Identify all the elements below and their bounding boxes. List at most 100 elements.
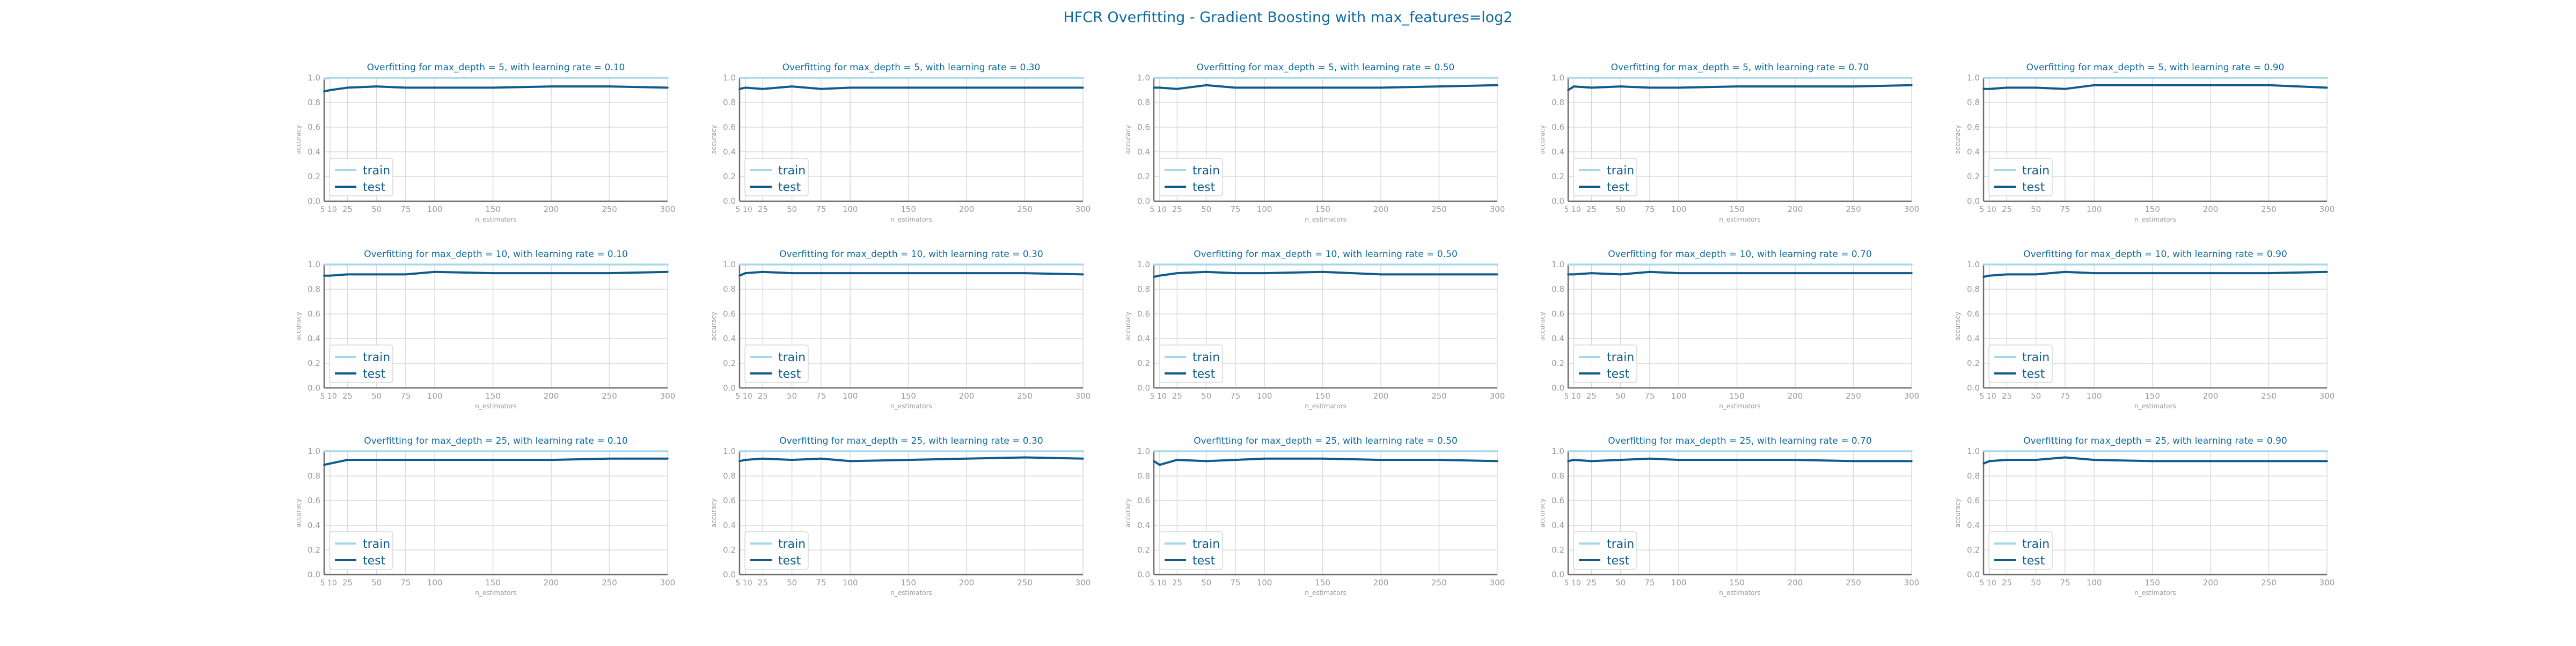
data-point-test — [1496, 460, 1498, 463]
data-point-train — [1988, 263, 1990, 266]
data-point-train — [2209, 450, 2212, 452]
data-point-test — [2209, 460, 2212, 463]
data-point-test — [375, 273, 378, 276]
data-point-train — [1590, 450, 1593, 452]
legend-label-train: train — [1607, 538, 1634, 551]
data-point-test — [2209, 84, 2212, 86]
data-point-test — [965, 458, 968, 460]
x-tick-label: 75 — [2060, 204, 2070, 214]
x-tick-label: 25 — [2002, 204, 2012, 214]
data-point-test — [434, 459, 436, 461]
data-point-test — [965, 272, 968, 274]
y-tick-label: 0.6 — [1137, 122, 1150, 132]
subplot: Overfitting for max_depth = 10, with lea… — [295, 249, 675, 410]
data-point-test — [849, 272, 851, 274]
y-tick-label: 0.0 — [723, 570, 736, 579]
y-tick-label: 0.0 — [1137, 383, 1150, 393]
data-point-train — [667, 77, 669, 79]
data-point-train — [1263, 263, 1265, 266]
data-point-test — [791, 85, 793, 87]
data-point-train — [1380, 77, 1382, 79]
x-tick-label: 50 — [371, 204, 382, 214]
y-tick-label: 0.0 — [1552, 196, 1564, 206]
subplot-title: Overfitting for max_depth = 5, with lear… — [782, 62, 1041, 73]
legend-label-test: test — [778, 368, 801, 381]
x-tick-label: 100 — [1257, 391, 1272, 401]
data-point-train — [1988, 450, 1990, 452]
x-tick-label: 75 — [1644, 391, 1655, 401]
x-tick-label: 200 — [1788, 204, 1803, 214]
data-point-train — [1176, 77, 1179, 79]
x-tick-label: 200 — [544, 391, 559, 401]
y-axis-label: accuracy — [295, 125, 302, 154]
data-point-test — [1573, 85, 1575, 87]
legend: train test — [744, 344, 809, 383]
data-point-train — [1573, 77, 1575, 79]
x-tick-label: 5 — [320, 392, 325, 401]
data-point-test — [1438, 85, 1440, 87]
x-tick-label: 100 — [843, 204, 858, 214]
data-point-test — [346, 459, 349, 461]
y-tick-label: 0.0 — [1552, 570, 1564, 579]
y-axis-label: accuracy — [295, 312, 302, 341]
x-tick-label: 50 — [371, 391, 382, 401]
y-tick-label: 0.2 — [308, 545, 320, 555]
x-axis-label: n_estimators — [1305, 589, 1346, 597]
data-point-test — [1159, 274, 1161, 277]
y-tick-label: 0.0 — [723, 383, 736, 393]
subplot: Overfitting for max_depth = 10, with lea… — [1124, 249, 1505, 410]
data-point-test — [2006, 86, 2008, 89]
y-tick-label: 0.8 — [308, 471, 320, 481]
x-tick-label: 75 — [816, 391, 826, 401]
data-point-train — [1321, 77, 1324, 79]
x-tick-label: 100 — [1257, 578, 1272, 588]
data-point-test — [1982, 463, 1985, 465]
x-tick-label: 75 — [400, 391, 411, 401]
x-tick-label: 75 — [1644, 204, 1655, 214]
data-point-train — [434, 77, 436, 79]
data-point-train — [907, 263, 910, 266]
data-point-test — [375, 85, 378, 87]
x-tick-label: 150 — [901, 578, 916, 588]
data-point-test — [791, 272, 793, 274]
data-point-test — [1590, 272, 1593, 274]
data-point-train — [1205, 263, 1208, 266]
x-tick-label: 5 — [1980, 579, 1985, 588]
x-tick-label: 50 — [1615, 391, 1626, 401]
legend-label-test: test — [1607, 181, 1630, 194]
data-point-test — [1619, 273, 1622, 276]
data-point-train — [1159, 450, 1161, 452]
data-point-test — [405, 459, 407, 461]
data-point-test — [2267, 84, 2270, 86]
x-tick-label: 250 — [2261, 578, 2277, 588]
data-point-train — [965, 77, 968, 79]
x-tick-label: 25 — [2002, 391, 2012, 401]
x-tick-label: 50 — [2031, 204, 2041, 214]
data-point-test — [820, 87, 822, 90]
data-point-train — [762, 263, 764, 266]
subplot-title: Overfitting for max_depth = 25, with lea… — [364, 436, 628, 446]
data-point-test — [346, 273, 349, 276]
y-tick-label: 1.0 — [723, 73, 736, 83]
x-tick-label: 5 — [1564, 579, 1569, 588]
y-axis-label: accuracy — [1539, 125, 1546, 154]
y-tick-label: 0.8 — [1552, 471, 1564, 481]
data-point-train — [738, 77, 741, 79]
x-tick-label: 150 — [485, 578, 501, 588]
x-tick-label: 10 — [327, 392, 337, 401]
data-point-train — [1380, 263, 1382, 266]
data-point-train — [1496, 263, 1498, 266]
legend-label-test: test — [363, 181, 386, 194]
subplot: Overfitting for max_depth = 25, with lea… — [1539, 436, 1919, 597]
data-point-train — [1263, 77, 1265, 79]
x-tick-label: 75 — [816, 578, 826, 588]
legend-label-test: test — [2022, 181, 2045, 194]
y-tick-label: 0.6 — [1967, 309, 1980, 319]
data-point-test — [2326, 460, 2328, 463]
x-tick-label: 250 — [1017, 391, 1033, 401]
data-point-test — [375, 459, 378, 461]
y-axis-label: accuracy — [295, 498, 302, 527]
legend-label-test: test — [1607, 368, 1630, 381]
data-point-test — [1380, 86, 1382, 89]
subplot: Overfitting for max_depth = 25, with lea… — [710, 436, 1091, 597]
